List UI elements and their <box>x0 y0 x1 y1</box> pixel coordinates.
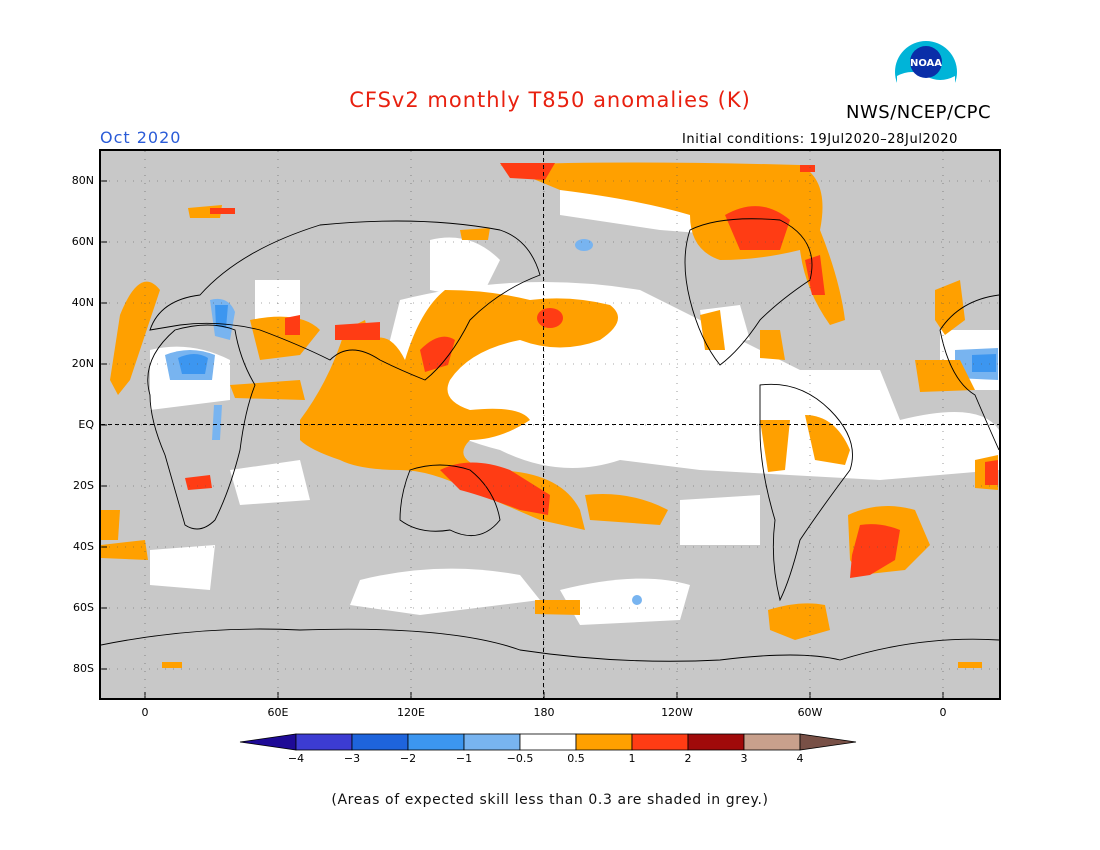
colorbar-label-0-5: 0.5 <box>567 752 585 765</box>
colorbar-arrow-high <box>799 733 857 751</box>
lon-label-60e: 60E <box>267 706 289 719</box>
axis-ticks <box>100 151 999 699</box>
negative-anomaly-core <box>178 305 996 374</box>
lat-label-20s: 20S <box>73 479 94 492</box>
lat-label-40n: 40N <box>71 296 94 309</box>
lon-label-180: 180 <box>533 706 555 719</box>
strong-warm-anomaly-regions <box>185 163 998 578</box>
colorbar-label-3: 3 <box>740 752 748 765</box>
colorbar <box>239 733 857 751</box>
colorbar-swatch <box>575 733 633 751</box>
colorbar-swatch <box>743 733 801 751</box>
lat-label-80s: 80S <box>73 662 94 675</box>
colorbar-swatch <box>687 733 745 751</box>
lat-label-60s: 60S <box>73 601 94 614</box>
lon-label-0-west: 0 <box>141 706 149 719</box>
lon-label-120w: 120W <box>661 706 693 719</box>
colorbar-arrow-low <box>239 733 297 751</box>
colorbar-label-neg0-5: −0.5 <box>506 752 534 765</box>
coastlines <box>101 218 999 662</box>
lon-label-120e: 120E <box>397 706 425 719</box>
colorbar-swatch <box>407 733 465 751</box>
forecast-month: Oct 2020 <box>100 128 182 147</box>
noaa-logo: NOAA <box>895 41 957 104</box>
colorbar-label-neg4: −4 <box>287 752 305 765</box>
lat-label-20n: 20N <box>71 357 94 370</box>
colorbar-label-2: 2 <box>684 752 692 765</box>
warm-anomaly-regions <box>101 162 998 668</box>
skill-footnote: (Areas of expected skill less than 0.3 a… <box>331 792 769 808</box>
colorbar-swatch <box>463 733 521 751</box>
lat-label-80n: 80N <box>71 174 94 187</box>
colorbar-label-1: 1 <box>628 752 636 765</box>
logo-text: NOAA <box>910 58 942 69</box>
map-title: CFSv2 monthly T850 anomalies (K) <box>349 88 751 112</box>
initial-conditions: Initial conditions: 19Jul2020–28Jul2020 <box>682 132 959 147</box>
colorbar-swatch <box>631 733 689 751</box>
colorbar-swatch <box>351 733 409 751</box>
colorbar-label-neg3: −3 <box>343 752 361 765</box>
colorbar-label-neg2: −2 <box>399 752 417 765</box>
lon-label-0-east: 0 <box>939 706 947 719</box>
lat-label-eq: EQ <box>78 418 94 431</box>
colorbar-swatch <box>519 733 577 751</box>
colorbar-label-neg1: −1 <box>455 752 473 765</box>
lon-label-60w: 60W <box>797 706 823 719</box>
colorbar-label-4: 4 <box>796 752 804 765</box>
agency-label: NWS/NCEP/CPC <box>846 102 992 123</box>
lat-label-40s: 40S <box>73 540 94 553</box>
colorbar-swatch <box>295 733 353 751</box>
lat-label-60n: 60N <box>71 235 94 248</box>
